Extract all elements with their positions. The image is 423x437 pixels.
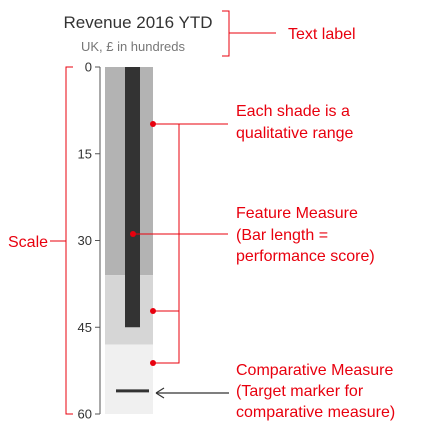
chart-subtitle: UK, £ in hundreds xyxy=(81,39,186,54)
annotation-comparative-line2: (Target marker for xyxy=(236,383,364,400)
annotation-scale: Scale xyxy=(8,234,48,251)
annotation-feature-line3: performance score) xyxy=(236,248,375,265)
comparative-pointer-arrowhead xyxy=(155,387,165,399)
annotation-ranges-line2: qualitative range xyxy=(236,125,354,142)
annotation-comparative-line3: comparative measure) xyxy=(236,404,395,421)
scale-axis: 0 15 30 45 60 xyxy=(78,60,101,422)
scale-bracket xyxy=(50,66,73,415)
annotation-text-label: Text label xyxy=(288,26,356,43)
range-dot-medium xyxy=(150,308,156,314)
ranges-bracket xyxy=(153,123,228,364)
range-dot-dark xyxy=(150,121,156,127)
tick-label-60: 60 xyxy=(78,407,92,422)
chart-title: Revenue 2016 YTD xyxy=(63,13,212,32)
feature-measure-bar xyxy=(125,67,140,328)
annotation-feature-line2: (Bar length = xyxy=(236,227,328,244)
range-dot-light xyxy=(150,360,156,366)
tick-label-0: 0 xyxy=(85,60,92,75)
annotation-comparative-line1: Comparative Measure xyxy=(236,362,394,379)
annotation-feature-line1: Feature Measure xyxy=(236,205,358,222)
tick-label-30: 30 xyxy=(78,233,92,248)
range-band-3 xyxy=(105,344,153,414)
tick-label-45: 45 xyxy=(78,320,92,335)
annotation-ranges-line1: Each shade is a xyxy=(236,103,350,120)
feature-pointer-dot xyxy=(130,231,136,237)
text-label-bracket xyxy=(222,10,276,57)
tick-label-15: 15 xyxy=(78,146,92,161)
